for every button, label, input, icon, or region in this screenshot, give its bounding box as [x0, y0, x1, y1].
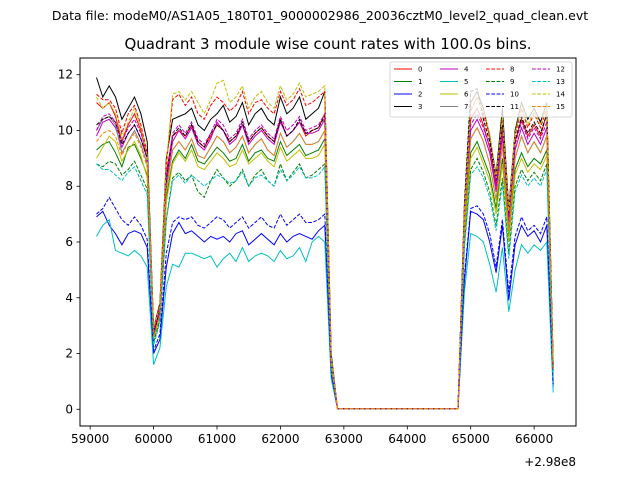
x-tick-label: 64000: [388, 432, 426, 446]
series-line-8: [96, 87, 554, 410]
legend-label-2: 2: [418, 91, 422, 99]
y-tick-label: 2: [65, 347, 73, 361]
y-tick-label: 6: [65, 235, 73, 249]
legend-label-14: 14: [556, 91, 565, 99]
x-tick-label: 60000: [134, 432, 172, 446]
legend-label-10: 10: [510, 91, 519, 99]
legend-label-7: 7: [464, 103, 468, 111]
series-layer: [96, 77, 554, 410]
series-line-5: [96, 218, 554, 410]
plot-frame: [79, 57, 577, 427]
legend-label-0: 0: [418, 66, 422, 74]
legend-label-11: 11: [510, 103, 519, 111]
data-file-label: Data file: modeM0/AS1A05_180T01_90000029…: [52, 8, 588, 23]
legend-label-8: 8: [510, 66, 514, 74]
x-tick-label: 65000: [452, 432, 490, 446]
axes-layer: 59000 60000 61000 62000 63000 64000 65000 66000…: [58, 68, 554, 446]
x-tick-label: 59000: [71, 432, 109, 446]
y-tick-label: 0: [65, 402, 73, 416]
x-tick-label: 63000: [325, 432, 363, 446]
series-line-9: [96, 157, 554, 410]
y-tick-label: 8: [65, 179, 73, 193]
legend-label-3: 3: [418, 103, 422, 111]
legend-label-9: 9: [510, 78, 514, 86]
legend-label-1: 1: [418, 78, 422, 86]
series-line-15: [96, 126, 554, 410]
legend-label-13: 13: [556, 78, 565, 86]
series-line-10: [96, 196, 554, 410]
legend-label-5: 5: [464, 78, 468, 86]
legend-label-4: 4: [464, 66, 469, 74]
legend-label-6: 6: [464, 91, 469, 99]
legend-label-15: 15: [556, 103, 565, 111]
x-offset-label: +2.98e8: [524, 455, 576, 469]
y-tick-label: 12: [58, 68, 73, 82]
chart-title: Quadrant 3 module wise count rates with …: [124, 35, 531, 53]
series-line-2: [96, 210, 554, 410]
x-tick-label: 62000: [261, 432, 299, 446]
y-tick-label: 10: [58, 123, 73, 137]
x-tick-label: 66000: [515, 432, 553, 446]
legend-box: [389, 61, 573, 118]
x-tick-label: 61000: [198, 432, 236, 446]
legend-label-12: 12: [556, 66, 565, 74]
series-line-13: [96, 163, 554, 410]
series-line-12: [96, 111, 554, 410]
y-tick-label: 4: [65, 291, 73, 305]
